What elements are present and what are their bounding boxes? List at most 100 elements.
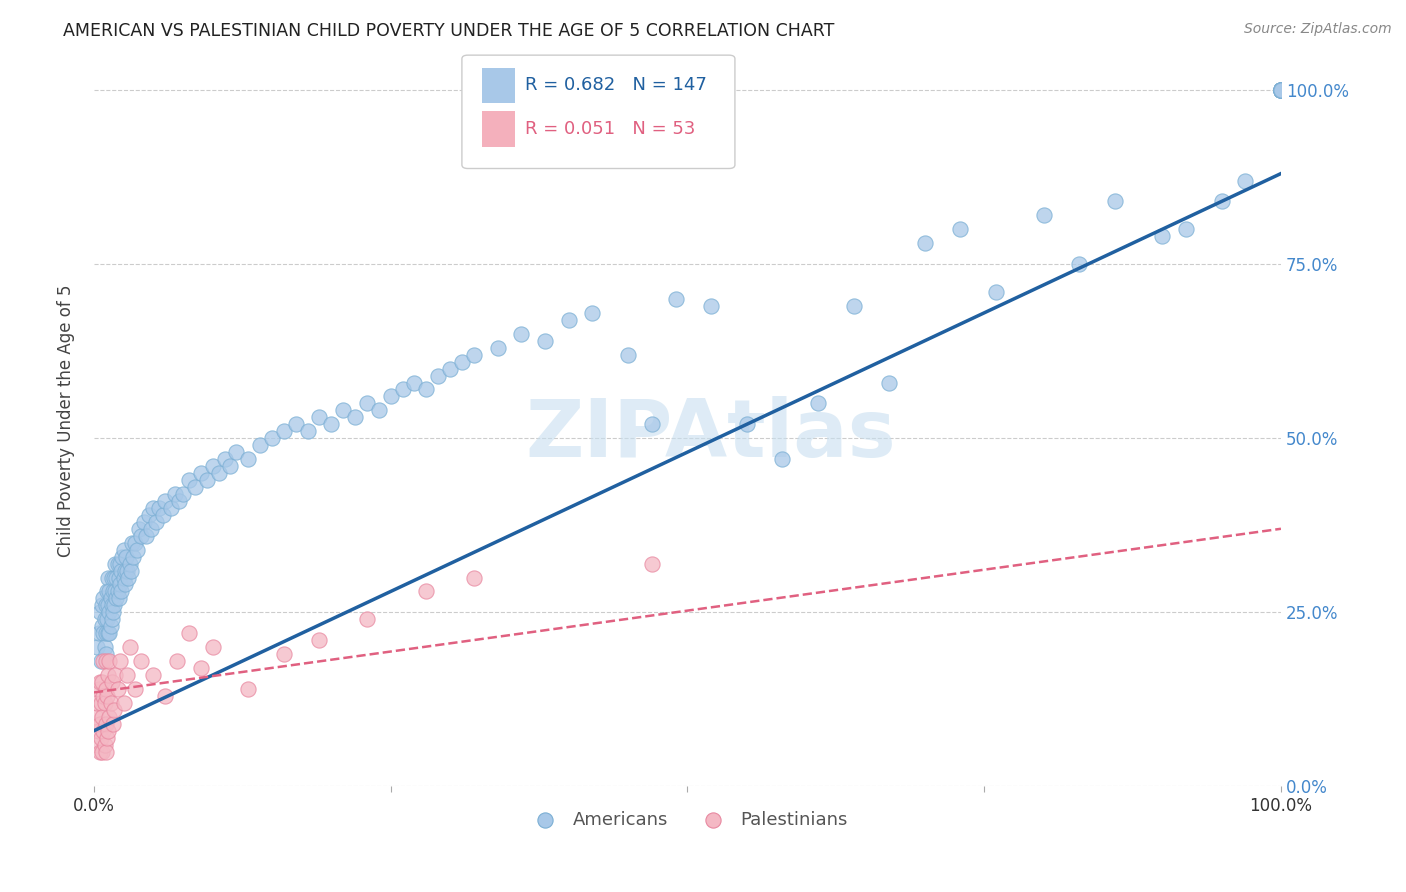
Point <box>842 299 865 313</box>
Point <box>949 222 972 236</box>
Point <box>93 591 115 606</box>
Point <box>735 417 758 432</box>
Point <box>93 654 115 668</box>
Point <box>1175 222 1198 236</box>
Point <box>190 466 212 480</box>
Point <box>104 668 127 682</box>
Point <box>111 549 134 564</box>
Point <box>112 696 135 710</box>
Point <box>664 292 686 306</box>
Point <box>439 361 461 376</box>
Point <box>321 417 343 432</box>
Point <box>91 599 114 613</box>
Point <box>93 612 115 626</box>
Point <box>145 515 167 529</box>
Point <box>1104 194 1126 209</box>
Point <box>97 626 120 640</box>
Point <box>380 389 402 403</box>
Point <box>1069 257 1091 271</box>
Point <box>86 738 108 752</box>
Point <box>94 654 117 668</box>
Point <box>93 689 115 703</box>
Point <box>700 299 723 313</box>
Point <box>770 452 793 467</box>
Point <box>118 557 141 571</box>
Point <box>148 500 170 515</box>
Point <box>427 368 450 383</box>
Point <box>96 689 118 703</box>
Point <box>103 570 125 584</box>
Point <box>534 334 557 348</box>
Point <box>153 689 176 703</box>
Point <box>108 557 131 571</box>
Point <box>98 584 121 599</box>
Point <box>558 313 581 327</box>
Point <box>115 564 138 578</box>
Point <box>98 654 121 668</box>
Point <box>451 354 474 368</box>
Point <box>96 612 118 626</box>
Point <box>1270 83 1292 97</box>
Point <box>581 306 603 320</box>
Point <box>93 696 115 710</box>
Point <box>260 431 283 445</box>
Point <box>1270 83 1292 97</box>
Point <box>463 348 485 362</box>
Point <box>107 557 129 571</box>
Point <box>1270 83 1292 97</box>
Point <box>103 703 125 717</box>
Point <box>391 383 413 397</box>
Point <box>100 570 122 584</box>
Point <box>90 696 112 710</box>
Point <box>356 612 378 626</box>
Point <box>118 640 141 655</box>
Point <box>108 577 131 591</box>
Point <box>97 570 120 584</box>
Point <box>89 716 111 731</box>
Point <box>1270 83 1292 97</box>
Point <box>132 515 155 529</box>
Point <box>108 654 131 668</box>
Point <box>152 508 174 522</box>
Point <box>238 452 260 467</box>
Point <box>121 535 143 549</box>
Point <box>177 473 200 487</box>
Point <box>94 647 117 661</box>
Point <box>112 542 135 557</box>
Point <box>641 417 664 432</box>
Point <box>1270 83 1292 97</box>
Point <box>104 557 127 571</box>
Text: Source: ZipAtlas.com: Source: ZipAtlas.com <box>1244 22 1392 37</box>
Point <box>100 675 122 690</box>
Point <box>1270 83 1292 97</box>
Point <box>1270 83 1292 97</box>
Point <box>93 640 115 655</box>
Point <box>201 459 224 474</box>
Point <box>90 654 112 668</box>
Point <box>103 599 125 613</box>
Point <box>914 236 936 251</box>
Point <box>135 529 157 543</box>
Point <box>100 619 122 633</box>
Point <box>98 626 121 640</box>
Point <box>87 626 110 640</box>
Point <box>114 577 136 591</box>
Point <box>190 661 212 675</box>
Point <box>807 396 830 410</box>
Point <box>100 599 122 613</box>
Point <box>1211 194 1233 209</box>
Point <box>1270 83 1292 97</box>
Point <box>1270 83 1292 97</box>
Point <box>93 738 115 752</box>
Point <box>138 508 160 522</box>
Point <box>641 557 664 571</box>
Point <box>94 745 117 759</box>
Point <box>101 716 124 731</box>
Point <box>877 376 900 390</box>
Point <box>139 522 162 536</box>
Point <box>94 716 117 731</box>
Point <box>87 681 110 696</box>
Bar <box>482 68 516 103</box>
Text: ZIPAtlas: ZIPAtlas <box>526 396 897 475</box>
Point <box>415 584 437 599</box>
